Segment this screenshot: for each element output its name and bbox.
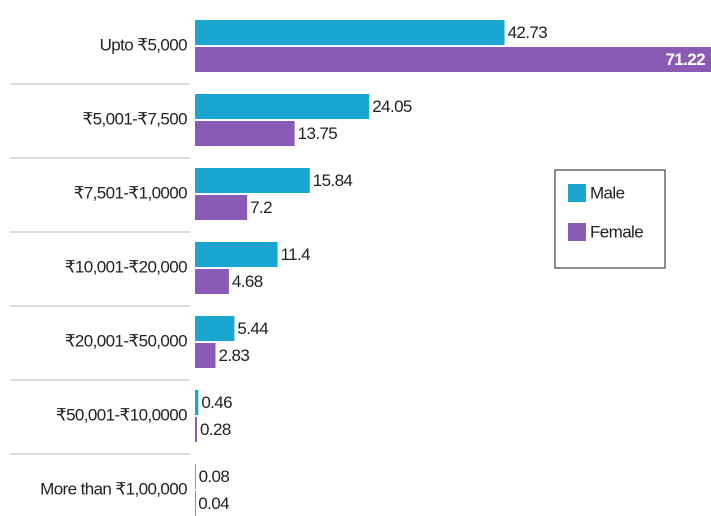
bar [195,269,229,294]
bar [195,343,216,368]
value-label: 2.83 [219,346,250,365]
value-label: 0.04 [198,494,229,513]
value-label: 5.44 [237,319,268,338]
category-label: More than ₹1,00,000 [40,479,187,498]
bar [195,316,235,341]
category-label: ₹7,501-₹1,0000 [74,183,188,202]
value-label: 71.22 [665,50,705,69]
value-label: 11.4 [281,245,311,264]
category-label: ₹10,001-₹20,000 [65,257,187,276]
value-label: 13.75 [298,124,338,143]
value-label: 0.08 [199,467,230,486]
bar [195,242,278,267]
value-label: 42.73 [508,23,548,42]
legend-label: Female [590,222,643,241]
category-label: Upto ₹5,000 [100,35,188,54]
bar [195,47,711,72]
bar [195,417,198,442]
value-label: 7.2 [250,198,272,217]
legend: Male Female [554,169,666,269]
value-label: 0.28 [200,420,231,439]
value-label: 4.68 [232,272,263,291]
bar [195,491,196,516]
category-label: ₹20,001-₹50,000 [65,331,187,350]
bar [195,94,370,119]
bar [195,390,199,415]
bar [195,464,196,489]
bar [195,121,295,146]
legend-label: Male [590,183,625,202]
value-label: 24.05 [372,97,412,116]
bar [195,168,310,193]
value-label: 0.46 [201,393,232,412]
category-label: ₹5,001-₹7,500 [82,109,187,128]
category-label: ₹50,001-₹10,0000 [56,405,187,424]
value-label: 15.84 [313,171,353,190]
bar [195,195,248,220]
bar [195,20,505,45]
legend-swatch [568,223,586,241]
legend-swatch [568,184,586,202]
